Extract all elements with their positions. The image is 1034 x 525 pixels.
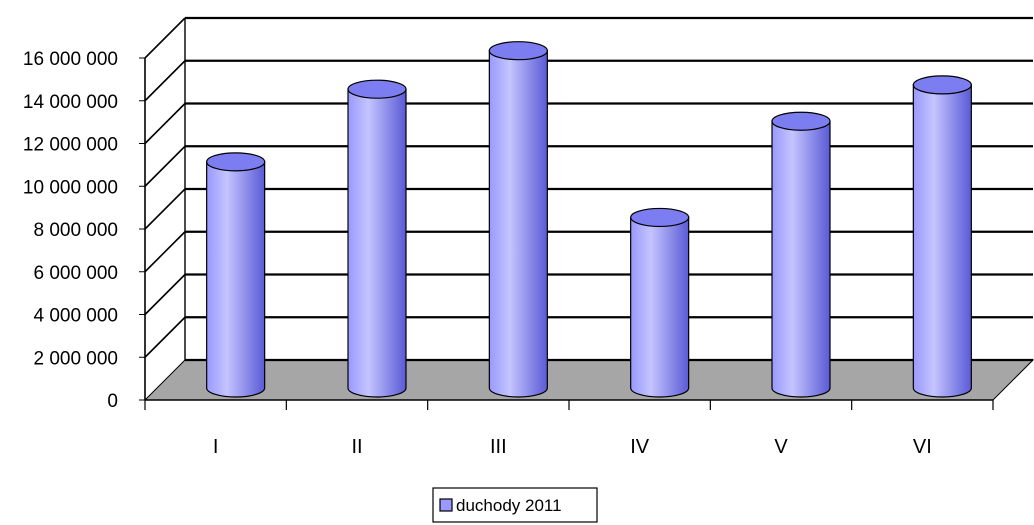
y-tick-label: 12 000 000 [23,135,118,156]
bar [771,111,831,398]
legend-box [432,487,598,523]
x-axis: I II III IV V VI [144,399,994,458]
legend-swatch [439,498,453,512]
gridline-side [144,145,186,187]
y-tick-label: 10 000 000 [23,177,118,198]
bar-top [488,41,548,61]
x-tick-label: V [774,436,788,458]
bar-body [206,161,266,398]
x-tick-label: III [490,436,507,458]
gridline-side [144,273,186,316]
bar [488,41,548,398]
x-tick-label: I [213,436,219,458]
bar-top [630,207,690,228]
gridline-side [144,102,186,145]
legend-label: duchody 2011 [456,496,562,515]
bar-top [347,79,407,99]
y-tick-label: 14 000 000 [23,92,118,113]
bar-top [771,111,831,131]
gridline-side [144,316,186,358]
x-tick-label: VI [913,436,932,458]
bar-body [488,50,548,398]
chart-floor [143,359,1034,401]
y-tick-label: 0 [107,391,118,412]
bar-top [912,75,972,95]
y-tick-label: 6 000 000 [33,263,118,284]
bar-body [630,216,690,398]
y-tick-label: 2 000 000 [33,348,118,369]
x-tick-label: II [351,436,362,458]
bar [347,79,407,398]
chart-walls [143,16,1034,401]
bar [912,75,972,398]
y-tick-label: 8 000 000 [33,220,118,241]
gridline-side [144,17,186,59]
gridline-side [144,60,186,102]
bar [206,152,266,398]
bar [630,207,690,398]
bar-top [206,152,266,172]
gridline-side [144,188,186,230]
y-tick-label: 16 000 000 [23,49,118,70]
bar-body [347,88,407,398]
bar-body [912,84,972,398]
y-axis-tick-labels: 0 2 000 000 4 000 000 6 000 000 8 000 000 10 … [23,49,145,412]
x-tick-label: IV [630,436,650,458]
legend: duchody 2011 [432,487,598,523]
bars [206,41,972,398]
y-tick-label: 4 000 000 [33,306,118,327]
bar-body [771,120,831,398]
gridline-side [144,231,186,273]
